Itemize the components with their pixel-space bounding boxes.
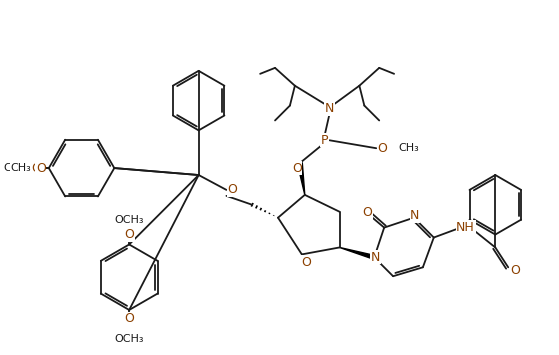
Text: O: O — [31, 162, 41, 175]
Text: N: N — [325, 102, 334, 115]
Text: O: O — [301, 256, 311, 269]
Text: O: O — [124, 228, 134, 241]
Text: O: O — [36, 162, 46, 175]
Text: OCH₃: OCH₃ — [115, 334, 144, 344]
Text: CH₃: CH₃ — [11, 163, 31, 173]
Text: P: P — [321, 134, 328, 147]
Text: CH₃: CH₃ — [399, 143, 419, 153]
Text: O: O — [510, 264, 520, 277]
Text: O: O — [362, 206, 372, 219]
Text: NH: NH — [456, 221, 475, 234]
Text: OCH₃: OCH₃ — [115, 215, 144, 225]
Polygon shape — [339, 247, 375, 259]
Polygon shape — [297, 163, 305, 195]
Text: O: O — [124, 312, 134, 326]
Text: O: O — [377, 142, 387, 155]
Text: N: N — [371, 251, 380, 264]
Text: CH₃: CH₃ — [4, 163, 25, 173]
Text: N: N — [410, 209, 420, 222]
Text: O: O — [228, 184, 238, 196]
Text: O: O — [292, 162, 302, 175]
